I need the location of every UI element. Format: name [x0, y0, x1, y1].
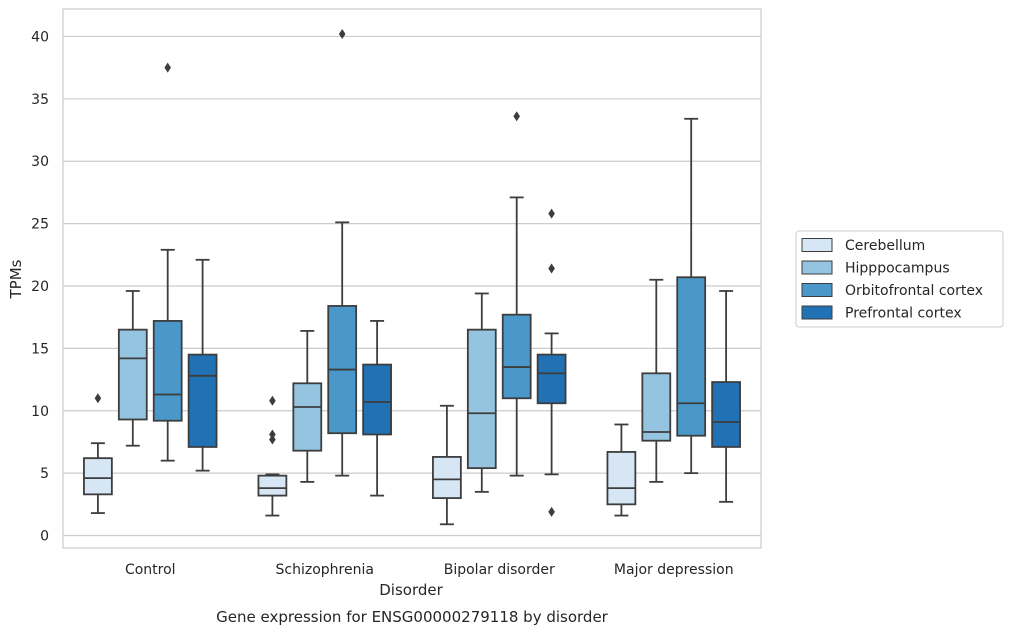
outlier-point — [548, 263, 555, 274]
outlier-point — [269, 395, 276, 406]
legend-swatch — [801, 238, 833, 252]
x-tick-labels: Control Schizophrenia Bipolar disorder Majo… — [125, 562, 734, 578]
box-major-depression-orbitofrontal-cortex — [676, 117, 707, 475]
box-bipolar-disorder-cerebellum — [432, 404, 462, 526]
y-tick-label: 5 — [40, 466, 49, 482]
x-tick-label: Schizophrenia — [276, 562, 374, 578]
box-body — [641, 372, 672, 442]
box-body — [536, 353, 567, 405]
box-major-depression-prefrontal-cortex — [711, 290, 741, 503]
outlier-point — [164, 62, 171, 73]
box-bipolar-disorder-prefrontal-cortex — [536, 208, 567, 517]
legend-swatch — [801, 260, 833, 275]
y-tick-label: 35 — [31, 92, 49, 108]
box-groups — [83, 28, 741, 526]
y-tick-label: 40 — [31, 29, 49, 45]
outlier-point — [338, 28, 346, 39]
chart-caption: Gene expression for ENSG00000279118 by d… — [216, 608, 609, 626]
box-control-hipppocampus — [117, 290, 148, 447]
box-bipolar-disorder-hipppocampus — [466, 292, 497, 493]
y-tick-labels: 0 5 10 15 20 25 30 35 40 — [31, 29, 49, 544]
box-body — [432, 456, 462, 499]
outlier-point — [548, 208, 555, 219]
legend: Cerebellum Hipppocampus Orbitofrontal cort… — [795, 230, 1004, 328]
box-body — [257, 474, 288, 497]
plot-frame — [62, 8, 762, 549]
legend-swatch — [801, 305, 833, 320]
legend-item-orbitofrontal-cortex: Orbitofrontal cortex — [801, 283, 983, 299]
legend-label: Orbitofrontal cortex — [845, 283, 983, 299]
box-body — [362, 363, 392, 436]
box-body — [501, 313, 532, 400]
x-tick-label: Major depression — [614, 562, 734, 578]
box-bipolar-disorder-orbitofrontal-cortex — [501, 111, 532, 477]
box-control-prefrontal-cortex — [187, 258, 218, 472]
box-schizophrenia-cerebellum — [257, 395, 288, 517]
y-tick-label: 25 — [31, 217, 49, 233]
box-body — [83, 457, 113, 496]
box-body — [711, 381, 741, 448]
y-tick-label: 10 — [31, 404, 49, 420]
box-control-cerebellum — [83, 393, 113, 514]
y-tick-label: 0 — [40, 529, 49, 545]
box-body — [466, 328, 497, 470]
legend-label: Prefrontal cortex — [845, 306, 962, 322]
legend-label: Cerebellum — [845, 238, 925, 254]
box-body — [152, 320, 183, 422]
box-body — [117, 328, 148, 421]
legend-label: Hipppocampus — [845, 261, 950, 277]
box-body — [606, 451, 637, 506]
box-body — [187, 353, 218, 448]
box-major-depression-cerebellum — [606, 423, 637, 517]
box-body — [676, 276, 707, 437]
outlier-point — [269, 434, 276, 445]
box-schizophrenia-prefrontal-cortex — [362, 320, 392, 497]
box-schizophrenia-hipppocampus — [292, 330, 323, 483]
legend-frame — [795, 230, 1004, 328]
y-tick-label: 30 — [31, 154, 49, 170]
y-axis-label: TPMs — [7, 259, 25, 299]
legend-item-cerebellum: Cerebellum — [801, 238, 925, 254]
legend-item-hipppocampus: Hipppocampus — [801, 260, 950, 277]
box-schizophrenia-orbitofrontal-cortex — [327, 28, 358, 477]
legend-swatch — [801, 283, 833, 297]
outlier-point — [548, 506, 555, 517]
box-major-depression-hipppocampus — [641, 278, 672, 483]
outlier-point — [513, 111, 520, 122]
x-tick-label: Control — [125, 562, 176, 578]
y-tick-label: 20 — [31, 279, 49, 295]
box-body — [292, 382, 323, 452]
x-axis-label: Disorder — [379, 581, 443, 599]
legend-item-prefrontal-cortex: Prefrontal cortex — [801, 305, 962, 322]
outlier-point — [94, 393, 102, 404]
x-tick-label: Bipolar disorder — [444, 562, 555, 578]
box-control-orbitofrontal-cortex — [152, 62, 183, 462]
y-tick-label: 15 — [31, 341, 49, 357]
